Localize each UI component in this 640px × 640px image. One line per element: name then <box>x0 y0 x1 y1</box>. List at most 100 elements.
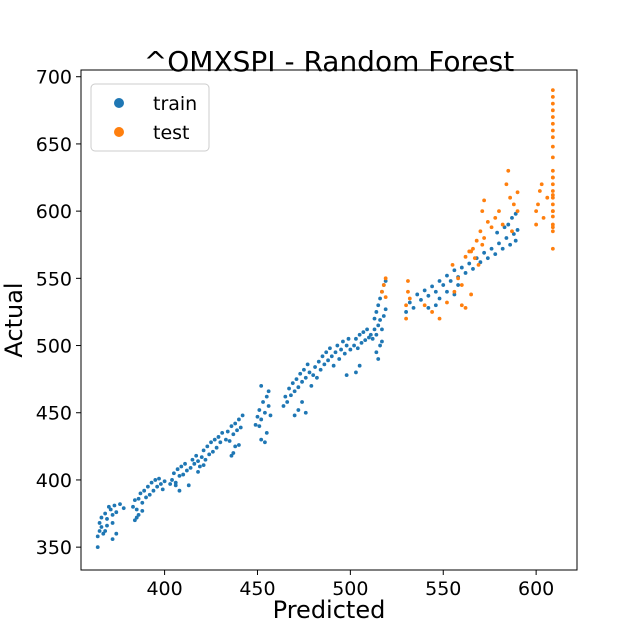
train-point <box>112 503 117 508</box>
train-point <box>181 472 186 477</box>
test-point <box>489 225 494 230</box>
test-point <box>550 88 555 93</box>
test-point <box>381 283 386 287</box>
test-point <box>406 279 410 283</box>
test-point <box>480 209 485 214</box>
train-point <box>264 394 269 399</box>
train-point <box>177 488 182 493</box>
train-point <box>138 491 143 496</box>
train-point <box>160 487 165 492</box>
train-point <box>357 363 362 368</box>
train-point <box>378 343 382 348</box>
train-point <box>415 292 420 297</box>
train-point <box>441 283 446 287</box>
test-point <box>515 190 520 195</box>
train-point <box>259 437 264 442</box>
train-point <box>311 373 316 378</box>
test-point <box>550 182 555 187</box>
train-point <box>263 410 267 415</box>
train-point <box>179 464 184 469</box>
train-point <box>194 453 199 458</box>
train-point <box>168 482 173 486</box>
train-point <box>199 455 204 459</box>
train-point <box>158 482 163 486</box>
train-point <box>201 463 206 468</box>
y-tick-label: 400 <box>36 470 72 492</box>
y-axis: 350 400 450 500 550 600 650 700 <box>36 67 81 559</box>
train-point <box>151 488 156 493</box>
train-point <box>365 327 369 332</box>
y-tick-label: 500 <box>36 336 72 358</box>
test-point <box>497 209 501 214</box>
train-point <box>266 404 271 408</box>
test-point <box>469 292 474 297</box>
train-point <box>171 471 176 476</box>
test-point <box>445 300 449 305</box>
train-point <box>281 404 286 408</box>
train-point <box>471 267 475 271</box>
test-point <box>550 115 555 119</box>
train-point <box>467 261 472 266</box>
train-point <box>497 241 501 246</box>
test-point <box>550 246 555 251</box>
test-point <box>450 262 455 267</box>
train-point <box>380 327 384 332</box>
test-point <box>550 193 555 197</box>
train-point <box>292 389 297 394</box>
test-point <box>383 276 388 281</box>
train-point <box>114 531 119 536</box>
train-point <box>506 222 511 227</box>
train-point <box>173 483 178 488</box>
test-point <box>545 195 550 200</box>
train-point <box>224 437 228 442</box>
train-point <box>106 504 111 509</box>
train-point <box>183 461 187 466</box>
train-point <box>378 296 382 301</box>
test-point <box>534 222 539 227</box>
x-tick-label: 600 <box>518 578 554 600</box>
train-point <box>346 336 351 341</box>
test-point <box>474 238 479 243</box>
train-point <box>136 512 141 517</box>
train-point <box>147 492 152 497</box>
test-point <box>406 289 410 294</box>
test-legend-marker <box>114 127 124 137</box>
train-point <box>97 529 102 533</box>
train-point <box>303 375 308 380</box>
train-point <box>437 279 442 283</box>
train-point <box>105 523 109 528</box>
train-point <box>493 252 498 257</box>
train-point <box>307 370 312 375</box>
test-point <box>515 209 520 214</box>
train-point <box>190 457 195 462</box>
train-point <box>233 421 238 426</box>
train-point <box>225 429 230 434</box>
train-point <box>140 508 145 513</box>
train-point <box>229 424 234 429</box>
train-point <box>508 242 513 247</box>
test-point <box>476 262 481 267</box>
train-point <box>296 408 301 412</box>
x-tick-label: 400 <box>146 578 182 600</box>
train-point <box>419 297 423 302</box>
train-point <box>445 289 449 294</box>
test-point <box>478 229 483 234</box>
train-point <box>205 444 210 449</box>
y-tick-label: 600 <box>36 201 72 223</box>
train-point <box>257 408 262 412</box>
train-point <box>108 507 113 512</box>
train-point <box>354 336 358 341</box>
train-point <box>155 484 160 489</box>
train-point <box>298 371 303 376</box>
test-point <box>510 229 514 234</box>
train-point <box>259 417 264 422</box>
train-point <box>372 327 377 332</box>
train-point <box>372 316 377 321</box>
train-point <box>407 300 412 305</box>
train-point <box>95 534 100 539</box>
train-point <box>303 410 308 415</box>
train-point <box>355 346 360 351</box>
train-point <box>237 417 241 422</box>
train-point <box>374 310 379 314</box>
train-point <box>294 377 299 382</box>
